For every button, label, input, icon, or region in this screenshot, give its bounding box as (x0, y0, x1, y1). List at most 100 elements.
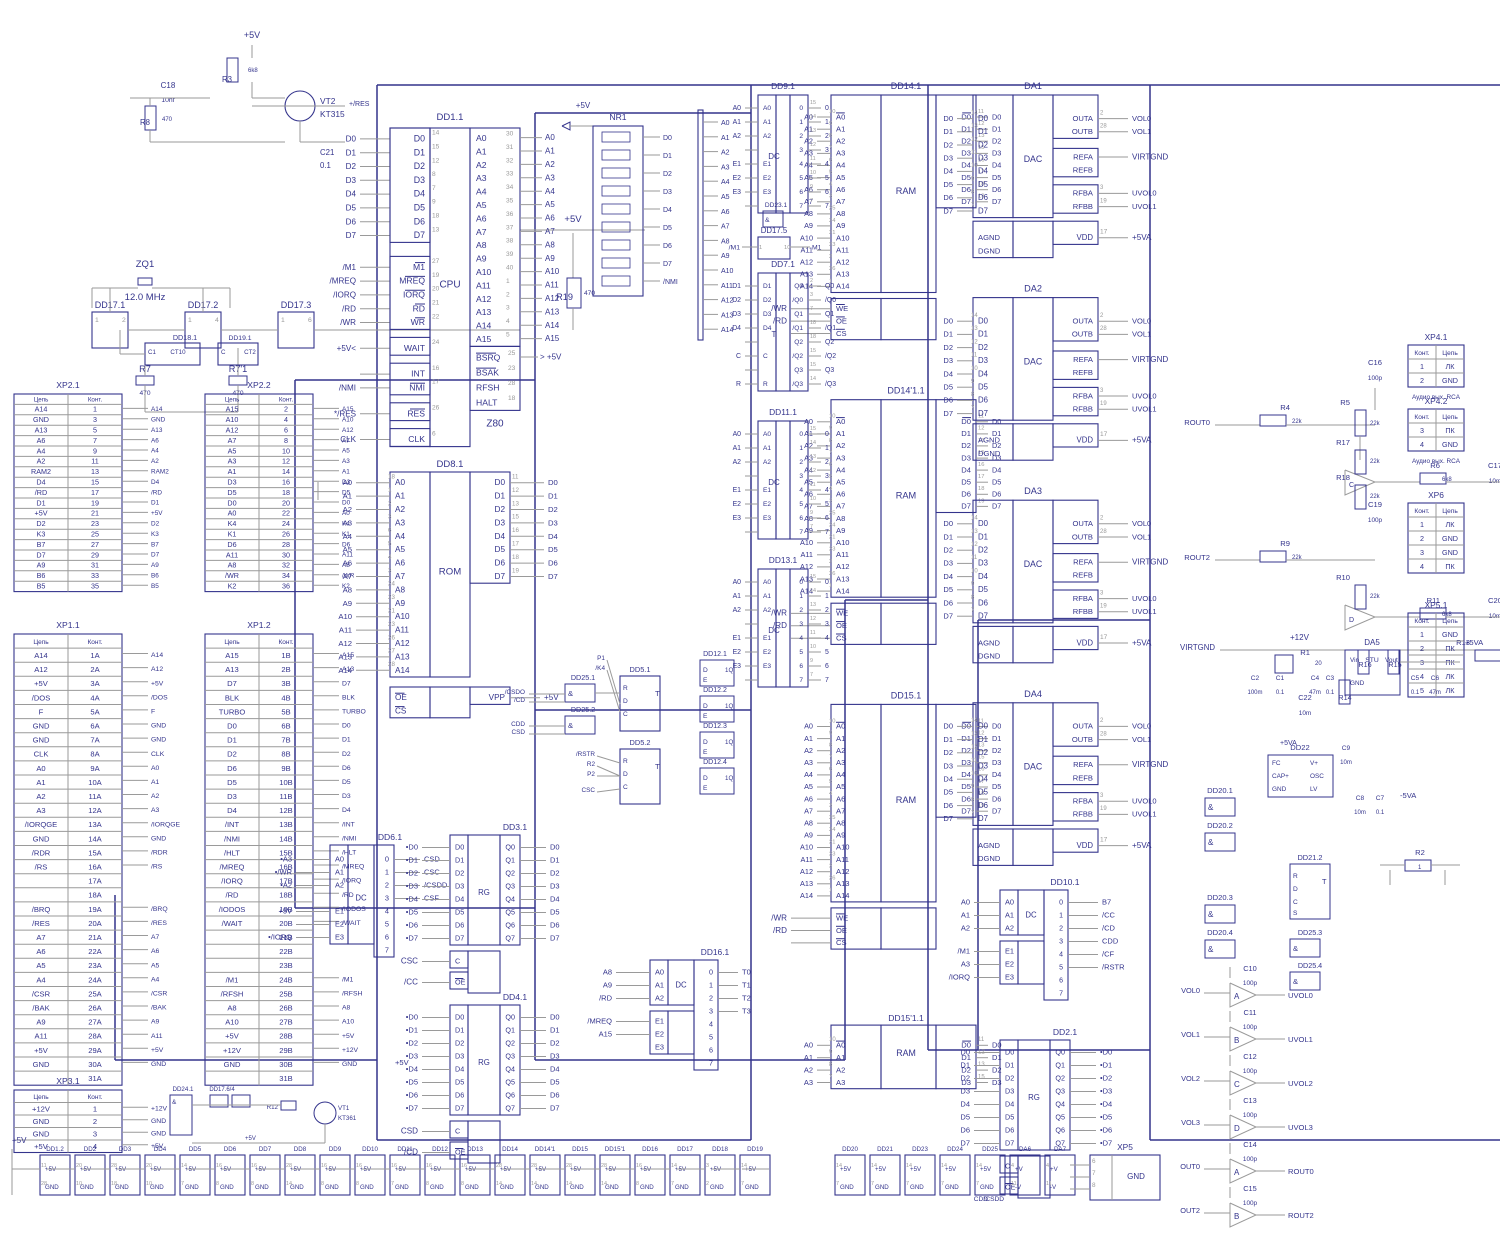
svg-text:39: 39 (506, 251, 514, 258)
svg-text:D5: D5 (1005, 1113, 1014, 1122)
svg-text:GND: GND (500, 1184, 514, 1191)
svg-text:D6: D6 (455, 921, 464, 930)
svg-text:14: 14 (810, 376, 816, 382)
svg-text:4: 4 (825, 635, 829, 642)
svg-text:C14: C14 (1243, 1140, 1257, 1149)
svg-text:D5: D5 (550, 908, 560, 917)
svg-text:-5VA: -5VA (1400, 791, 1417, 800)
svg-text:4: 4 (825, 487, 829, 494)
svg-text:A10: A10 (800, 233, 813, 242)
svg-text:+12V: +12V (32, 1104, 51, 1113)
svg-text:A1: A1 (836, 1053, 845, 1062)
svg-text:A0: A0 (342, 510, 350, 517)
svg-text:D1: D1 (346, 148, 357, 157)
svg-text:A0: A0 (335, 855, 344, 864)
svg-text:D1: D1 (227, 736, 237, 745)
svg-text:11: 11 (810, 482, 816, 488)
svg-text:D3: D3 (943, 559, 953, 568)
svg-text:D7: D7 (663, 261, 672, 268)
svg-text:CPU: CPU (439, 279, 460, 290)
svg-text:C: C (1234, 1080, 1240, 1089)
svg-text:A8: A8 (395, 585, 405, 594)
svg-text:2: 2 (799, 459, 803, 466)
svg-text:3: 3 (709, 1007, 713, 1016)
svg-text:A0: A0 (721, 120, 730, 127)
svg-text:13: 13 (432, 226, 440, 233)
svg-text:A3: A3 (836, 758, 845, 767)
svg-text:6k8: 6k8 (248, 68, 258, 74)
svg-text:&: & (1208, 803, 1214, 812)
svg-text:C10: C10 (1243, 964, 1257, 973)
svg-text:+12V: +12V (151, 1106, 168, 1113)
svg-text:7: 7 (181, 1181, 184, 1187)
svg-text:A2: A2 (36, 792, 45, 801)
svg-text:/RD: /RD (773, 926, 787, 935)
svg-text:6: 6 (284, 425, 288, 434)
svg-text:0: 0 (799, 105, 803, 112)
svg-text:26: 26 (282, 529, 290, 538)
svg-text:A2: A2 (763, 133, 771, 140)
svg-text:E1: E1 (763, 635, 771, 642)
svg-text:D1: D1 (978, 127, 988, 136)
svg-text:D1: D1 (961, 734, 971, 743)
svg-text:/CSR: /CSR (151, 991, 167, 998)
svg-text:21: 21 (829, 230, 835, 236)
svg-text:DD12: DD12 (432, 1146, 448, 1153)
svg-text:D3: D3 (550, 1052, 560, 1061)
svg-text:35: 35 (91, 581, 99, 590)
svg-text:1: 1 (281, 317, 285, 324)
svg-text:1: 1 (188, 317, 192, 324)
svg-text:•D6: •D6 (406, 921, 418, 930)
svg-text:18: 18 (432, 213, 440, 220)
svg-text:D0: D0 (550, 843, 560, 852)
svg-text:D2: D2 (36, 519, 45, 528)
svg-text:2B: 2B (281, 665, 290, 674)
svg-text:D3: D3 (978, 154, 988, 163)
svg-text:27A: 27A (88, 1018, 102, 1027)
svg-text:D7: D7 (550, 1104, 560, 1113)
svg-text:D6: D6 (943, 801, 953, 810)
svg-text:C9: C9 (1342, 745, 1351, 752)
svg-text:A11: A11 (836, 550, 849, 559)
svg-text:GND: GND (342, 1061, 357, 1068)
svg-text:A10: A10 (476, 267, 492, 277)
svg-text:Q5: Q5 (505, 908, 515, 917)
svg-text:9: 9 (810, 658, 813, 664)
svg-text:T: T (655, 689, 660, 698)
svg-text:34: 34 (282, 571, 290, 580)
svg-text:D: D (703, 775, 708, 782)
svg-text:E1: E1 (655, 1017, 664, 1026)
svg-text:D0: D0 (550, 1013, 560, 1022)
svg-text:R: R (763, 381, 768, 388)
svg-text:D0: D0 (455, 843, 464, 852)
svg-text:D2: D2 (342, 751, 351, 758)
svg-text:R: R (623, 685, 628, 692)
svg-text:21: 21 (432, 300, 440, 307)
svg-text:A11: A11 (476, 280, 491, 290)
svg-text:A11: A11 (342, 552, 353, 559)
svg-text:GND: GND (640, 1184, 654, 1191)
svg-text:VOL1: VOL1 (1132, 532, 1151, 541)
svg-text:A14: A14 (836, 586, 850, 595)
svg-text:8: 8 (829, 742, 832, 748)
svg-text:D7: D7 (414, 230, 425, 240)
svg-text:D6: D6 (978, 193, 988, 202)
svg-text:/RS: /RS (35, 862, 48, 871)
svg-text:D4: D4 (961, 161, 971, 170)
svg-text:17: 17 (512, 541, 519, 548)
svg-text:VOL0: VOL0 (1132, 316, 1151, 325)
svg-text:D6: D6 (550, 1091, 560, 1100)
svg-text:D2: D2 (151, 520, 160, 527)
svg-text:0: 0 (1059, 900, 1063, 907)
svg-text:3: 3 (388, 567, 392, 574)
svg-text:/RDR: /RDR (151, 850, 168, 857)
svg-text:•/WR: •/WR (275, 868, 293, 877)
svg-text:D7: D7 (455, 1104, 464, 1113)
svg-text:12: 12 (810, 616, 816, 622)
svg-text:A12: A12 (34, 665, 48, 674)
svg-text:Конт.: Конт. (87, 1094, 102, 1101)
svg-text:A2: A2 (476, 160, 487, 170)
svg-text:1: 1 (93, 1104, 97, 1113)
svg-text:INT: INT (411, 369, 426, 379)
svg-text:3B: 3B (281, 679, 290, 688)
